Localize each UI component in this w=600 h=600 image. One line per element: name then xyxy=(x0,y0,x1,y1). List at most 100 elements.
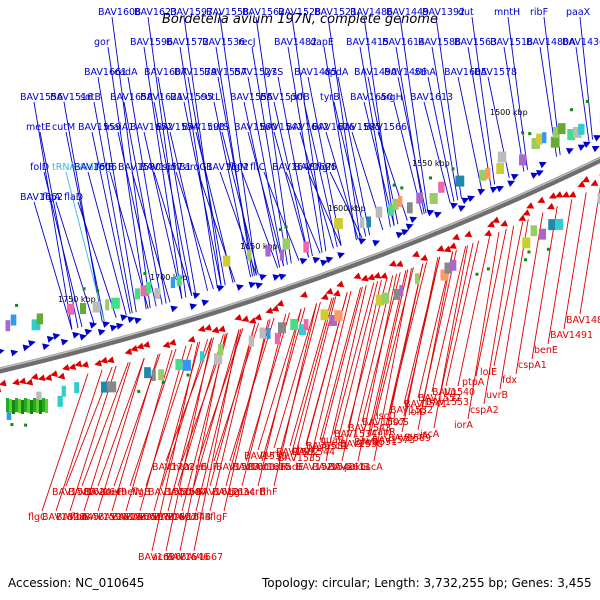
forward-gene-arrow xyxy=(395,231,404,239)
feature-tile xyxy=(438,181,445,193)
top-leader-line xyxy=(63,101,103,322)
top-gene-bav1652: BAV1652 xyxy=(130,122,173,133)
feature-tile xyxy=(578,123,585,135)
bottom-gene-bav1612: BAV1612 xyxy=(196,487,239,498)
bottom-leader-line xyxy=(223,319,269,512)
top-leader-line xyxy=(187,76,226,286)
reverse-gene-arrow xyxy=(271,304,280,312)
top-gene-paax: paaX xyxy=(566,7,591,18)
top-leader-line xyxy=(359,46,391,228)
top-gene-cuts: cutS xyxy=(208,122,229,133)
reverse-gene-arrow xyxy=(500,219,509,227)
forward-gene-arrow xyxy=(120,314,128,322)
top-leader-line xyxy=(217,76,255,276)
top-gene-bav1595: BAV1595 xyxy=(170,92,213,103)
reverse-gene-arrow xyxy=(336,280,345,288)
top-gene-flgm: flgM xyxy=(228,162,248,173)
forward-gene-arrow xyxy=(79,333,88,341)
feature-tile xyxy=(388,204,395,216)
top-gene-fold: folD xyxy=(30,162,49,173)
bottom-gene-bav1604: BAV1604 xyxy=(140,512,183,523)
top-leader-line xyxy=(123,101,163,305)
bottom-leader-line xyxy=(179,333,226,552)
feature-tile xyxy=(146,281,152,293)
feature-tile xyxy=(375,206,383,218)
bottom-gene-guaa: guaA xyxy=(404,431,429,442)
feature-tile xyxy=(151,369,156,381)
top-leader-line xyxy=(377,131,408,221)
top-gene-bav1605: BAV1605 xyxy=(444,67,487,78)
forward-gene-arrow xyxy=(272,274,281,281)
bottom-gene-cspa2: cspA2 xyxy=(470,405,499,416)
bottom-leader-line xyxy=(401,257,439,433)
forward-gene-arrow xyxy=(10,349,19,357)
top-gene-trna-ala-gg: tRNA-Ala(Gg) xyxy=(52,162,115,173)
bottom-gene-guab: guaB xyxy=(320,435,344,446)
top-gene-flic: fliC xyxy=(250,162,266,173)
bottom-leader-line xyxy=(369,269,409,437)
rna-marker xyxy=(96,289,100,293)
feature-tile xyxy=(440,269,449,281)
top-gene-bav1593: BAV1593 xyxy=(182,122,225,133)
accession-text: Accession: NC_010645 xyxy=(8,576,144,590)
feature-tile xyxy=(366,216,371,228)
feature-tile xyxy=(266,328,271,340)
reverse-gene-arrow xyxy=(204,324,212,331)
top-leader-line xyxy=(221,131,259,275)
reverse-gene-arrow xyxy=(332,289,341,297)
forward-gene-arrow xyxy=(170,305,179,313)
bottom-gene-bene: benE xyxy=(534,345,558,356)
top-gene-bav1621: BAV1621 xyxy=(140,92,183,103)
forward-gene-arrow xyxy=(259,273,267,281)
feature-tile xyxy=(479,169,487,181)
forward-gene-arrow xyxy=(89,322,98,329)
top-gene-bav1530: BAV1530 xyxy=(260,92,303,103)
top-gene-bav1482: BAV1482 xyxy=(274,37,317,48)
forward-gene-arrow xyxy=(405,223,414,231)
top-gene-bav1588: BAV1588 xyxy=(418,37,461,48)
bottom-gene-bav1702: BAV1702 xyxy=(152,462,195,473)
reverse-gene-arrow xyxy=(94,359,102,367)
feature-tile xyxy=(552,126,560,138)
feature-tile xyxy=(536,133,543,145)
top-gene-bav1516: BAV1516 xyxy=(50,92,93,103)
bottom-gene-bav1649: BAV1649 xyxy=(84,487,127,498)
top-gene-bav1562: BAV1562 xyxy=(242,7,285,18)
feature-tile xyxy=(334,217,343,229)
top-gene-bav1555: BAV1555 xyxy=(230,92,273,103)
top-leader-line xyxy=(33,201,73,330)
bottom-gene-bav1553: BAV1553 xyxy=(426,397,469,408)
top-leader-line xyxy=(39,131,79,329)
forward-gene-arrow xyxy=(192,292,201,300)
rna-marker xyxy=(278,228,282,232)
top-leader-line xyxy=(147,16,187,298)
top-leader-line xyxy=(107,46,147,310)
feature-tile xyxy=(107,381,117,393)
forward-gene-arrow xyxy=(496,185,505,193)
top-leader-line xyxy=(87,171,127,316)
top-leader-line xyxy=(575,46,590,142)
bottom-gene-bav1541: BAV1541 xyxy=(404,399,447,410)
feature-tile xyxy=(15,398,18,412)
bottom-gene-ggt: ggt xyxy=(228,487,244,498)
top-leader-line xyxy=(399,16,429,213)
top-gene-cada: cadA xyxy=(114,67,138,78)
bottom-leader-lines xyxy=(41,186,600,552)
bottom-leader-line xyxy=(417,251,454,431)
rna-marker xyxy=(137,389,141,393)
reverse-gene-arrow xyxy=(81,360,89,368)
forward-gene-arrow xyxy=(116,322,124,330)
top-leader-line xyxy=(431,46,459,201)
bottom-leader-line xyxy=(357,273,397,462)
top-gene-recj: recJ xyxy=(238,37,256,48)
top-gene-bav1623: BAV1623 xyxy=(134,7,177,18)
reverse-gene-arrow xyxy=(37,374,46,382)
feature-tile xyxy=(282,238,291,250)
feature-tile xyxy=(597,192,600,204)
reverse-gene-arrow xyxy=(217,325,226,333)
top-gene-bav1614: BAV1614 xyxy=(382,37,425,48)
feature-tile xyxy=(550,136,560,148)
bottom-gene-bav1534: BAV1534 xyxy=(334,429,377,440)
